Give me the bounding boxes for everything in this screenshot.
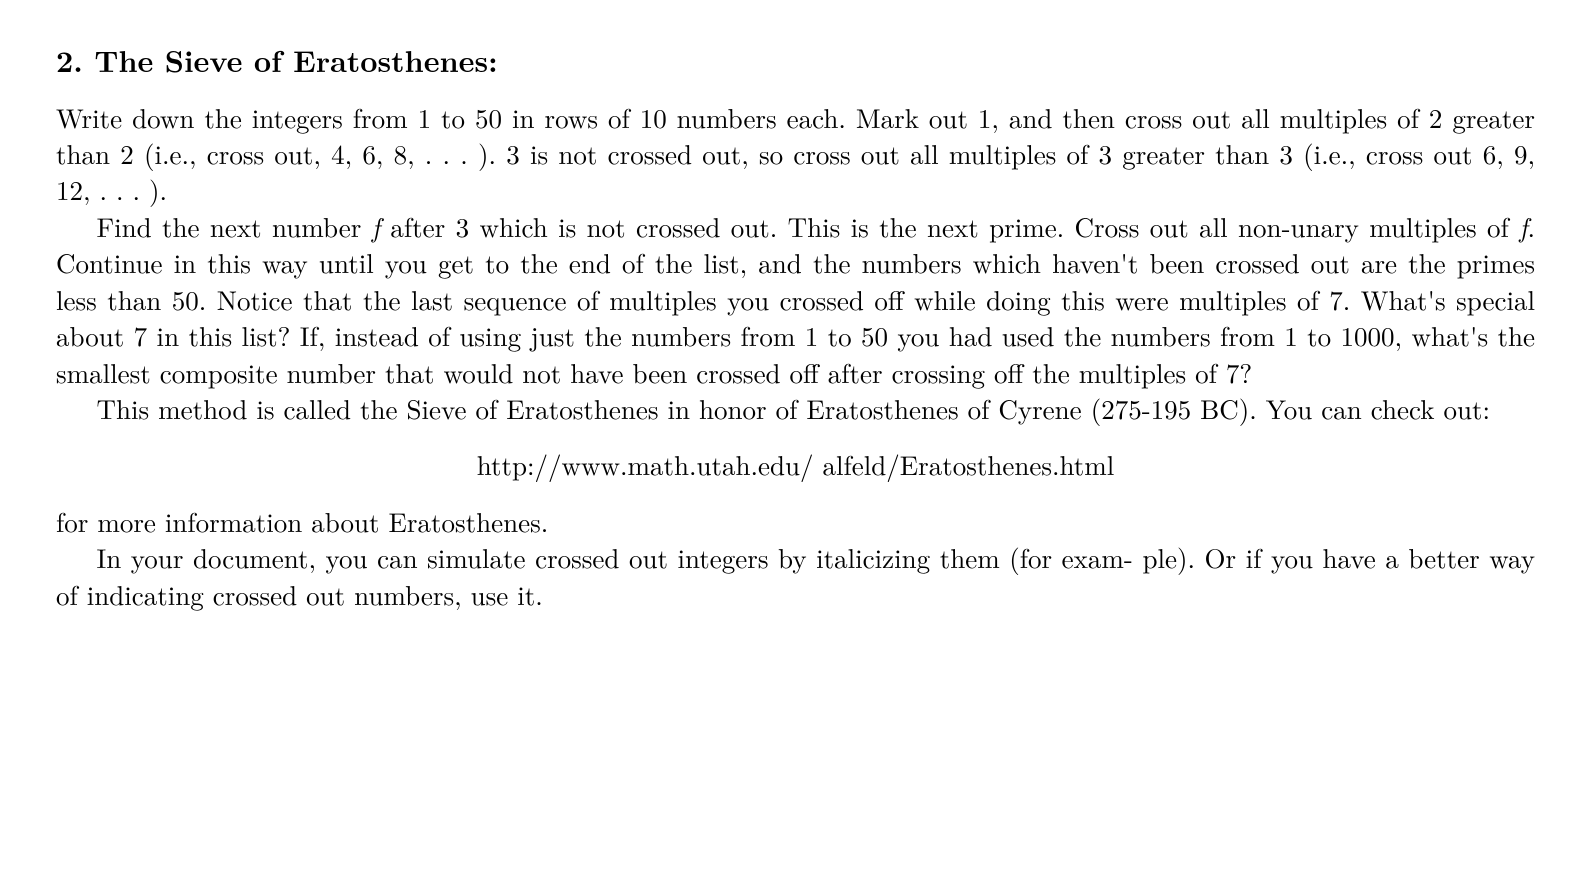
paragraph-3: This method is called the Sieve of Erato… [56, 390, 1535, 426]
para5-text: In your document, you can simulate cross… [97, 538, 1133, 576]
section-title: The Sieve of Eratosthenes: [94, 38, 497, 81]
paragraph-4: for more information about Eratosthenes. [56, 503, 1535, 539]
section-number: 2. [56, 38, 83, 81]
variable-f1: f [372, 207, 380, 245]
para3-text: This method is called the Sieve of Erato… [97, 389, 1082, 427]
para2-text-b: after 3 which is not crossed out. This i… [380, 207, 1139, 245]
url-text: http://www.math.utah.edu/ alfeld/Eratost… [477, 445, 1115, 483]
para1-text: Write down the integers from 1 to 50 in … [56, 98, 1535, 209]
para3-text-b: (275-195 BC). You can check out: [1091, 389, 1490, 427]
section-heading: 2. The Sieve of Eratosthenes: [56, 40, 1535, 81]
para4-text: for more information about Eratosthenes. [56, 502, 548, 540]
paragraph-1: Write down the integers from 1 to 50 in … [56, 99, 1535, 208]
para2-text-a: Find the next number [97, 207, 372, 245]
paragraph-5: In your document, you can simulate cross… [56, 539, 1535, 612]
para2-text-c: out all non-unary multiples of [1150, 207, 1519, 245]
paragraph-2: Find the next number f after 3 which is … [56, 208, 1535, 390]
url-link[interactable]: http://www.math.utah.edu/ alfeld/Eratost… [56, 446, 1535, 482]
